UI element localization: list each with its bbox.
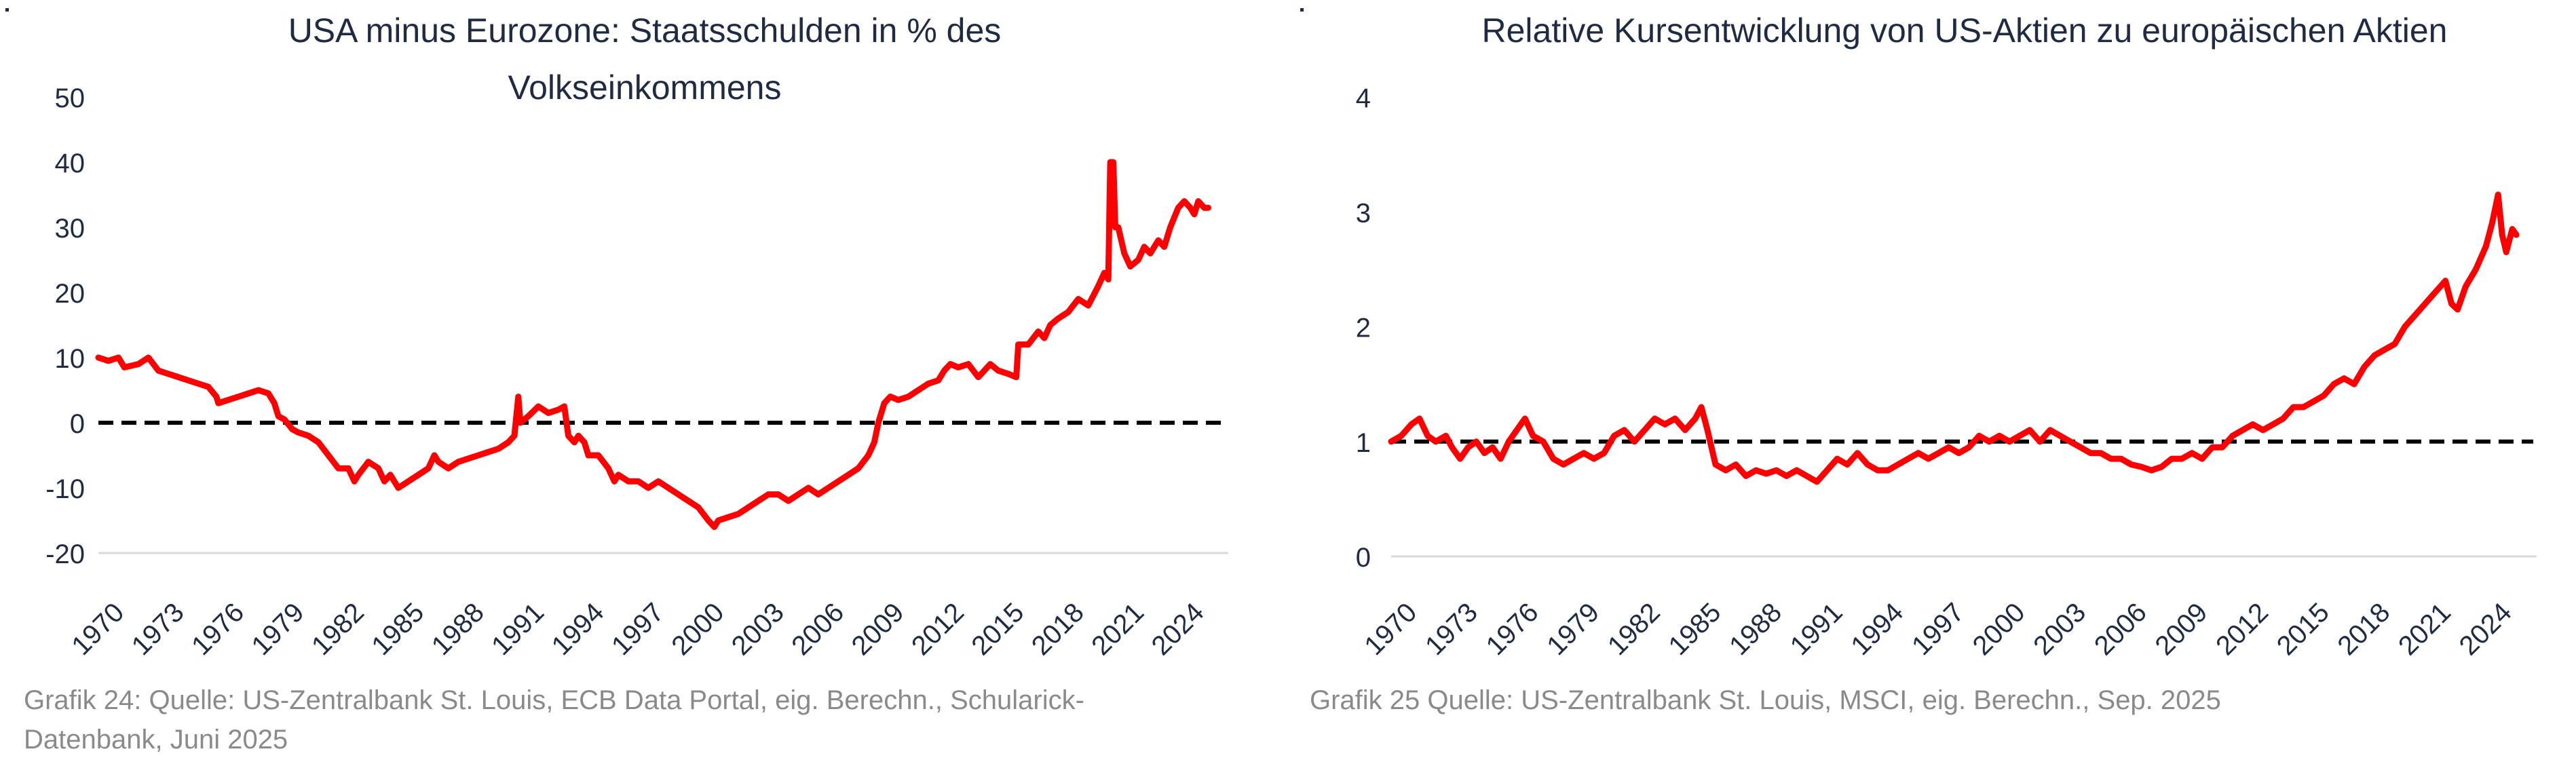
x-tick-label: 2021	[2393, 597, 2457, 661]
y-tick-label: -20	[45, 539, 85, 569]
y-tick-label: 10	[55, 344, 86, 374]
y-tick-label: 4	[1356, 83, 1371, 113]
x-tick-label: 2015	[966, 597, 1029, 661]
y-tick-label: 50	[55, 83, 86, 113]
x-tick-label: 2009	[2149, 597, 2213, 661]
x-tick-label: 2015	[2271, 597, 2335, 661]
y-tick-label: 0	[1356, 543, 1371, 573]
x-tick-label: 2003	[2028, 597, 2091, 661]
y-tick-label: 30	[55, 214, 86, 244]
x-tick-label: 1976	[1481, 597, 1545, 661]
chart-1: USA minus Eurozone: Staatsschulden in % …	[24, 12, 1228, 755]
y-tick-label: 2	[1356, 313, 1371, 343]
chart-caption-line: Grafik 25 Quelle: US-Zentralbank St. Lou…	[1310, 685, 2221, 715]
chart-title-line: Volkseinkommens	[508, 69, 782, 107]
x-tick-label: 1982	[1602, 597, 1666, 661]
x-tick-label: 1991	[486, 597, 550, 661]
y-tick-label: 1	[1356, 428, 1371, 458]
series-line	[1388, 191, 2520, 485]
x-tick-label: 2012	[906, 597, 970, 661]
x-tick-label: 2012	[2210, 597, 2274, 661]
corner-mark-left	[5, 8, 9, 12]
chart-2: Relative Kursentwicklung von US-Aktien z…	[1310, 12, 2537, 715]
x-tick-label: 1997	[1906, 597, 1970, 661]
x-tick-label: 1994	[1845, 597, 1909, 661]
y-tick-label: 3	[1356, 198, 1371, 228]
y-tick-label: -10	[45, 474, 85, 504]
x-tick-label: 1985	[366, 597, 430, 661]
x-tick-label: 1979	[246, 597, 310, 661]
x-tick-label: 1970	[66, 597, 130, 661]
chart-caption-line: Datenbank, Juni 2025	[24, 725, 288, 755]
x-tick-label: 2024	[2454, 597, 2518, 661]
chart-caption-line: Grafik 24: Quelle: US-Zentralbank St. Lo…	[24, 685, 1084, 715]
x-tick-label: 2003	[726, 597, 790, 661]
corner-mark-right	[1300, 8, 1304, 12]
x-tick-label: 1979	[1541, 597, 1605, 661]
x-tick-label: 2018	[2332, 597, 2395, 661]
x-tick-label: 2021	[1086, 597, 1150, 661]
x-tick-label: 1973	[126, 597, 190, 661]
x-tick-label: 1985	[1663, 597, 1726, 661]
x-tick-label: 2009	[846, 597, 910, 661]
x-tick-label: 1988	[1724, 597, 1787, 661]
x-tick-label: 2018	[1026, 597, 1090, 661]
x-tick-label: 1976	[186, 597, 250, 661]
x-tick-label: 2000	[1967, 597, 2031, 661]
x-tick-label: 1973	[1420, 597, 1483, 661]
x-tick-label: 1991	[1785, 597, 1849, 661]
x-tick-label: 1982	[306, 597, 370, 661]
series-line	[95, 159, 1211, 531]
y-tick-label: 40	[55, 149, 86, 178]
x-tick-label: 1970	[1359, 597, 1422, 661]
x-tick-label: 2000	[666, 597, 730, 661]
x-tick-label: 2006	[2089, 597, 2153, 661]
x-tick-label: 1994	[546, 597, 610, 661]
y-tick-label: 20	[55, 279, 86, 309]
x-tick-label: 2006	[786, 597, 850, 661]
x-tick-label: 1988	[426, 597, 490, 661]
x-tick-label: 2024	[1146, 597, 1210, 661]
chart-title-line: USA minus Eurozone: Staatsschulden in % …	[288, 12, 1002, 50]
chart-title-line: Relative Kursentwicklung von US-Aktien z…	[1482, 12, 2448, 50]
y-tick-label: 0	[70, 409, 85, 439]
x-tick-label: 1997	[606, 597, 670, 661]
